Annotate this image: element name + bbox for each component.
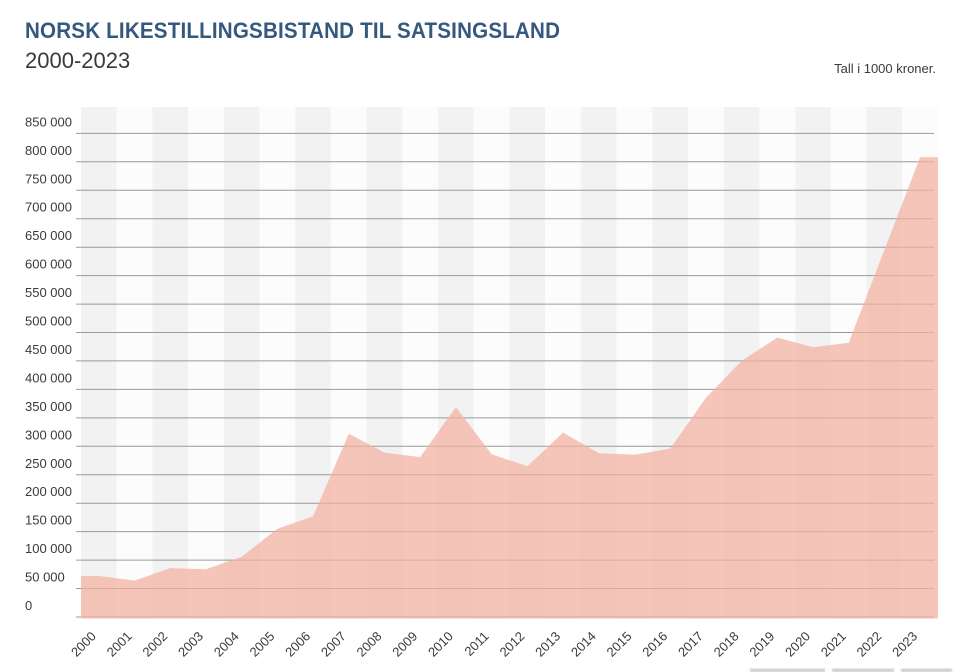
x-tick-label: 2022 xyxy=(853,629,884,660)
chart-subtitle: 2000-2023 xyxy=(25,48,131,73)
x-tick-label: 2013 xyxy=(532,629,563,660)
y-tick-label: 700 000 xyxy=(25,200,72,215)
y-tick-label: 850 000 xyxy=(25,114,72,129)
y-tick-label: 50 000 xyxy=(25,570,65,585)
cropped-credit-bar xyxy=(750,668,952,672)
x-tick-label: 2011 xyxy=(461,629,491,659)
y-tick-label: 400 000 xyxy=(25,370,72,385)
x-tick-label: 2000 xyxy=(68,629,99,660)
unit-note: Tall i 1000 kroner. xyxy=(834,61,936,76)
y-tick-label: 0 xyxy=(25,598,32,613)
x-tick-label: 2002 xyxy=(139,629,170,660)
x-tick-label: 2001 xyxy=(104,629,135,660)
x-tick-label: 2004 xyxy=(211,629,242,660)
y-tick-label: 100 000 xyxy=(25,541,72,556)
y-tick-label: 500 000 xyxy=(25,314,72,329)
x-tick-label: 2014 xyxy=(568,629,599,660)
y-tick-label: 550 000 xyxy=(25,285,72,300)
x-tick-label: 2019 xyxy=(746,629,777,660)
y-tick-label: 150 000 xyxy=(25,513,72,528)
x-tick-label: 2020 xyxy=(782,629,813,660)
x-tick-label: 2006 xyxy=(282,629,313,660)
y-tick-label: 300 000 xyxy=(25,427,72,442)
x-tick-label: 2005 xyxy=(246,629,277,660)
y-tick-label: 750 000 xyxy=(25,171,72,186)
x-tick-label: 2009 xyxy=(389,629,420,660)
x-tick-label: 2023 xyxy=(889,629,920,660)
x-tick-label: 2018 xyxy=(711,629,742,660)
x-tick-label: 2007 xyxy=(318,629,349,660)
x-tick-label: 2008 xyxy=(354,629,385,660)
x-axis-labels: 2000 2001 2002 2003 2004 2005 2006 2007 2008 2009… xyxy=(68,629,920,660)
x-tick-label: 2003 xyxy=(175,629,206,660)
page-title: NORSK LIKESTILLINGSBISTAND TIL SATSINGSL… xyxy=(25,18,561,43)
y-tick-label: 200 000 xyxy=(25,484,72,499)
x-tick-label: 2021 xyxy=(818,629,849,660)
x-tick-label: 2010 xyxy=(425,629,456,660)
y-tick-label: 800 000 xyxy=(25,143,72,158)
x-tick-label: 2015 xyxy=(604,629,635,660)
x-tick-label: 2016 xyxy=(639,629,670,660)
y-tick-label: 250 000 xyxy=(25,456,72,471)
y-tick-label: 350 000 xyxy=(25,399,72,414)
y-tick-label: 650 000 xyxy=(25,228,72,243)
y-axis-labels: 0 50 000 100 000 150 000 200 000 250 000 300 0… xyxy=(25,114,72,613)
x-tick-label: 2017 xyxy=(675,629,706,660)
area-series xyxy=(81,157,938,619)
y-tick-label: 450 000 xyxy=(25,342,72,357)
x-tick-label: 2012 xyxy=(496,629,527,660)
y-tick-label: 600 000 xyxy=(25,257,72,272)
